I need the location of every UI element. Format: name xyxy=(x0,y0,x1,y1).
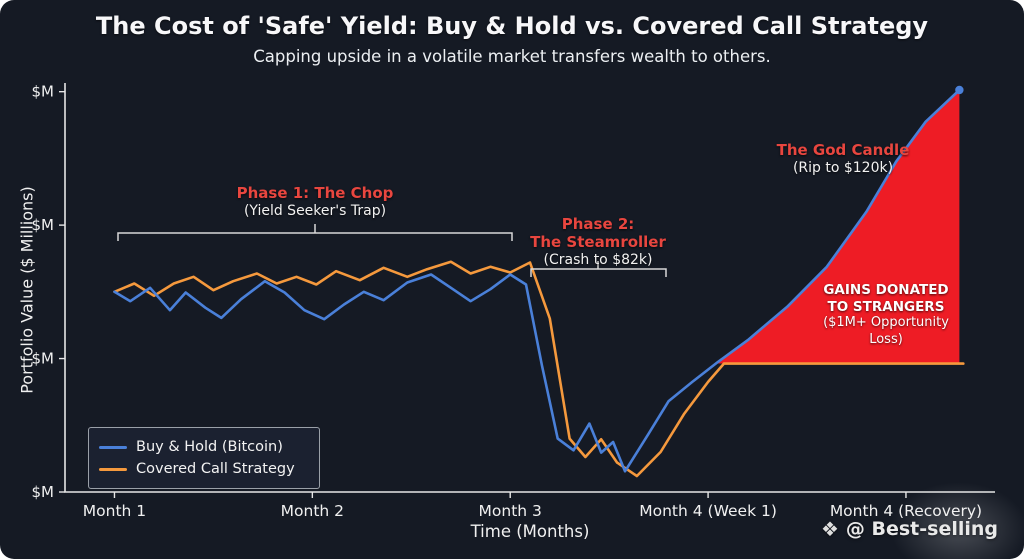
x-tick-label: Month 4 (Recovery) xyxy=(830,502,982,520)
annotation-phase1-subtitle: (Yield Seeker's Trap) xyxy=(243,203,387,219)
buy-hold-end-marker xyxy=(955,85,964,95)
legend: Buy & Hold (Bitcoin) Covered Call Strate… xyxy=(88,427,320,489)
y-tick-label: $M xyxy=(32,350,55,368)
annotation-phase1-title: Phase 1: The Chop xyxy=(236,184,394,202)
x-tick-label: Month 4 (Week 1) xyxy=(639,502,777,520)
buy-hold-line xyxy=(113,88,961,473)
y-tick-label: $M xyxy=(32,83,55,101)
chart-subtitle: Capping upside in a volatile market tran… xyxy=(253,47,771,66)
covered-call-line xyxy=(113,260,965,478)
legend-line-blue xyxy=(99,445,127,449)
y-tick-label: $M xyxy=(32,216,55,234)
annotation-god-candle-title: The God Candle xyxy=(776,141,910,159)
legend-item-buy-hold: Buy & Hold (Bitcoin) xyxy=(99,436,309,458)
legend-label-covered-call: Covered Call Strategy xyxy=(136,461,295,477)
chart-title: The Cost of 'Safe' Yield: Buy & Hold vs.… xyxy=(95,12,929,40)
x-tick-label: Month 1 xyxy=(83,502,146,520)
y-tick-label: $M xyxy=(32,483,55,501)
x-axis-label: Time (Months) xyxy=(470,522,590,541)
annotation-phase2: Phase 2: The Steamroller (Crash to $82k) xyxy=(488,215,708,269)
legend-label-buy-hold: Buy & Hold (Bitcoin) xyxy=(136,439,283,455)
annotation-god-candle: The God Candle (Rip to $120k) xyxy=(723,141,963,177)
x-tick-label: Month 2 xyxy=(281,502,344,520)
annotation-gains-line2: TO STRANGERS xyxy=(827,298,945,315)
annotation-phase2-title-line2: The Steamroller xyxy=(530,233,666,251)
brand-diamond-icon: ❖ xyxy=(820,517,839,541)
legend-line-orange xyxy=(99,467,127,471)
watermark-text: @ Best-selling xyxy=(845,518,998,540)
x-tick-label: Month 3 xyxy=(479,502,542,520)
annotation-phase2-title-line1: Phase 2: xyxy=(561,215,635,233)
legend-item-covered-call: Covered Call Strategy xyxy=(99,458,309,480)
phase1-bracket xyxy=(117,224,513,241)
phase2-bracket xyxy=(530,261,667,277)
annotation-gains-line3: ($1M+ Opportunity xyxy=(823,315,949,330)
watermark: ❖ @ Best-selling xyxy=(821,517,998,541)
annotation-gains-line4: Loss) xyxy=(869,331,903,347)
y-axis-label: Portfolio Value ($ Millions) xyxy=(17,186,37,394)
annotation-gains-donated: GAINS DONATED TO STRANGERS ($1M+ Opportu… xyxy=(796,282,976,348)
annotation-phase2-subtitle: (Crash to $82k) xyxy=(543,252,653,268)
annotation-gains-line1: GAINS DONATED xyxy=(823,282,949,298)
annotation-phase1: Phase 1: The Chop (Yield Seeker's Trap) xyxy=(165,184,465,220)
annotation-god-candle-subtitle: (Rip to $120k) xyxy=(792,160,894,176)
